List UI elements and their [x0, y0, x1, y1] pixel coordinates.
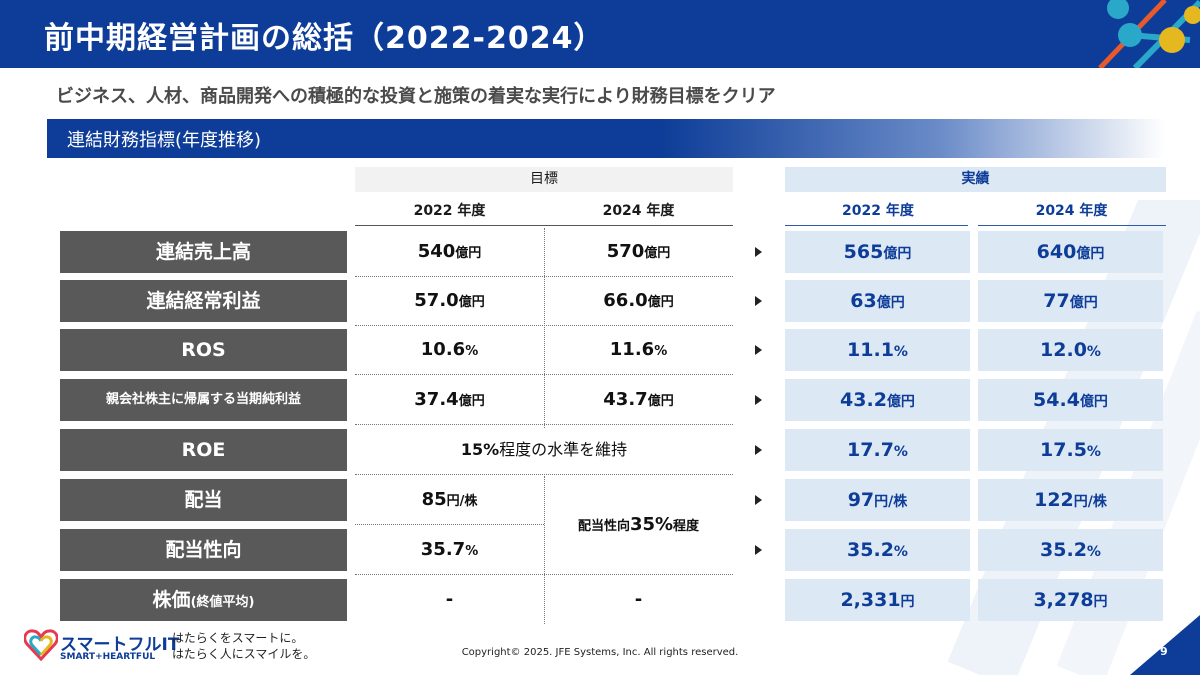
row-label-dividend: 配当	[60, 479, 347, 521]
actual-2024-dividend: 122円/株	[978, 479, 1163, 521]
actual-2022-net-income: 43.2億円	[785, 379, 970, 421]
section-title: 連結財務指標(年度推移)	[67, 130, 262, 151]
goal-2024-stock-price: -	[634, 589, 643, 610]
title-bar: 前中期経営計画の総括（2022-2024）	[0, 0, 1200, 68]
row-label-payout-ratio: 配当性向	[60, 529, 347, 571]
goal-roe-merged: 15%程度の水準を維持	[460, 440, 628, 459]
actual-2024-payout-ratio: 35.2%	[978, 529, 1163, 571]
goal-2024-ros: 11.6%	[609, 339, 668, 360]
actual-2022-dividend: 97円/株	[785, 479, 970, 521]
row-label-ros: ROS	[60, 329, 347, 371]
actual-2024-ros: 12.0%	[978, 329, 1163, 371]
copyright: Copyright© 2025. JFE Systems, Inc. All r…	[461, 647, 739, 658]
arrow-icon	[755, 345, 762, 355]
actual-2022-ordinary-profit: 63億円	[785, 280, 970, 322]
brand-logo-subtext: SMART+HEARTFUL	[60, 652, 156, 662]
goal-2022-payout-ratio: 35.7%	[420, 539, 479, 560]
row-label-net-income: 親会社株主に帰属する当期純利益	[60, 379, 347, 421]
page-number: 9	[1160, 645, 1168, 658]
subtitle: ビジネス、人材、商品開発への積極的な投資と施策の着実な実行により財務目標をクリア	[56, 86, 776, 107]
heart-logo-icon	[24, 629, 58, 662]
row-label-ordinary-profit: 連結経常利益	[60, 280, 347, 322]
brand-logo-text: スマートフルIT	[60, 635, 180, 655]
arrow-icon	[755, 495, 762, 505]
arrow-icon	[755, 445, 762, 455]
tagline-line-1: はたらくをスマートに。	[172, 631, 304, 645]
actual-2022-ros: 11.1%	[785, 329, 970, 371]
goal-2022-dividend: 85円/株	[421, 489, 478, 510]
page-title: 前中期経営計画の総括（2022-2024）	[44, 21, 605, 56]
goal-2022-net-income: 37.4億円	[414, 389, 485, 410]
actual-2024-header: 2024 年度	[1035, 203, 1108, 219]
actual-2022-sales: 565億円	[785, 231, 970, 273]
arrow-icon	[755, 247, 762, 257]
actual-2022-payout-ratio: 35.2%	[785, 529, 970, 571]
goal-2022-header: 2022 年度	[355, 196, 544, 226]
actual-2024-ordinary-profit: 77億円	[978, 280, 1163, 322]
actual-2024-net-income: 54.4億円	[978, 379, 1163, 421]
row-label-stock-price: 株価(終値平均)	[60, 579, 347, 621]
goal-2024-header: 2024 年度	[544, 196, 733, 226]
section-banner: 連結財務指標(年度推移)	[47, 119, 1165, 158]
arrow-icon	[755, 545, 762, 555]
page-number-badge	[1130, 615, 1200, 675]
row-label-sales: 連結売上高	[60, 231, 347, 273]
header-divider-gap	[968, 224, 978, 227]
tagline: はたらくをスマートに。 はたらく人にスマイルを。	[172, 630, 315, 662]
goal-2022-stock-price: -	[445, 589, 454, 610]
actual-2024-stock-price: 3,278円	[978, 579, 1163, 621]
actual-2024-roe: 17.5%	[978, 429, 1163, 471]
goal-2024-payout-merged: 配当性向35%程度	[577, 514, 700, 535]
row-divider	[355, 524, 544, 525]
goal-2024-sales: 570億円	[606, 241, 671, 262]
decorative-graphic	[1098, 0, 1200, 68]
actual-group-header: 実績	[785, 167, 1166, 192]
column-divider	[544, 476, 545, 624]
row-divider	[355, 474, 733, 475]
actual-2022-stock-price: 2,331円	[785, 579, 970, 621]
row-label-roe: ROE	[60, 429, 347, 471]
column-divider	[544, 228, 545, 428]
tagline-line-2: はたらく人にスマイルを。	[172, 647, 316, 661]
goal-2022-sales: 540億円	[417, 241, 482, 262]
goal-2022-ordinary-profit: 57.0億円	[414, 290, 485, 311]
goal-2022-ros: 10.6%	[420, 339, 479, 360]
actual-2024-sales: 640億円	[978, 231, 1163, 273]
goal-2024-ordinary-profit: 66.0億円	[603, 290, 674, 311]
goal-2024-net-income: 43.7億円	[603, 389, 674, 410]
arrow-icon	[755, 395, 762, 405]
arrow-icon	[755, 296, 762, 306]
actual-2022-roe: 17.7%	[785, 429, 970, 471]
goal-group-header: 目標	[355, 167, 733, 192]
